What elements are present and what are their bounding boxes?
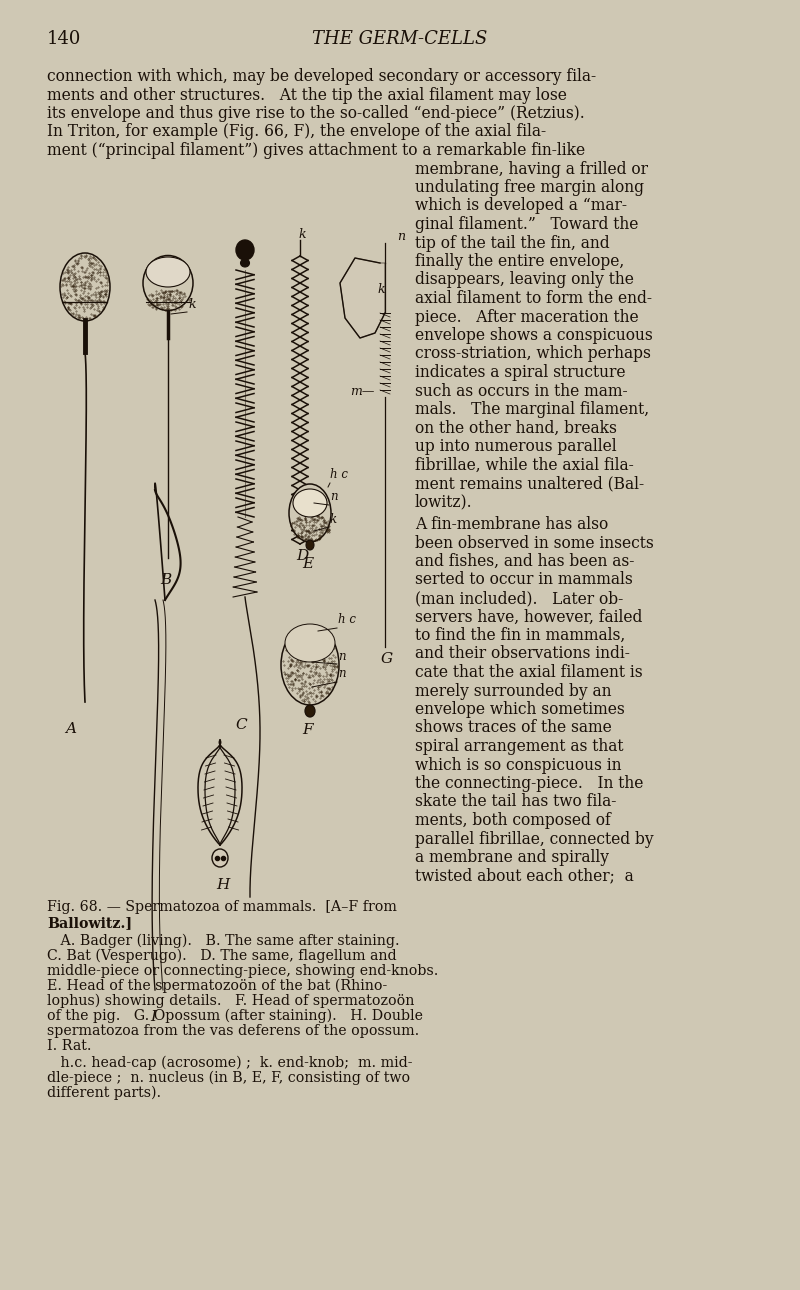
Text: ment (“principal filament”) gives attachment to a remarkable fin-like: ment (“principal filament”) gives attach… — [47, 142, 585, 159]
Text: a membrane and spirally: a membrane and spirally — [415, 849, 609, 866]
Text: I. Rat.: I. Rat. — [47, 1038, 91, 1053]
Ellipse shape — [241, 259, 250, 267]
Text: spermatozoa from the vas deferens of the opossum.: spermatozoa from the vas deferens of the… — [47, 1024, 419, 1038]
Text: h c: h c — [338, 613, 356, 626]
Text: up into numerous parallel: up into numerous parallel — [415, 439, 617, 455]
Text: k: k — [188, 298, 196, 311]
Text: spiral arrangement as that: spiral arrangement as that — [415, 738, 623, 755]
Text: and fishes, and has been as-: and fishes, and has been as- — [415, 553, 634, 570]
Text: lophus) showing details.   F. Head of spermatozoön: lophus) showing details. F. Head of sper… — [47, 995, 414, 1009]
Text: servers have, however, failed: servers have, however, failed — [415, 609, 642, 626]
Ellipse shape — [293, 489, 327, 517]
Text: on the other hand, breaks: on the other hand, breaks — [415, 419, 617, 436]
Text: cross-striation, which perhaps: cross-striation, which perhaps — [415, 346, 651, 362]
Text: tip of the tail the fin, and: tip of the tail the fin, and — [415, 235, 610, 252]
Text: ments and other structures.   At the tip the axial filament may lose: ments and other structures. At the tip t… — [47, 86, 567, 103]
Text: its envelope and thus give rise to the so-called “end-piece” (Retzius).: its envelope and thus give rise to the s… — [47, 104, 585, 123]
Text: which is so conspicuous in: which is so conspicuous in — [415, 756, 622, 774]
Ellipse shape — [143, 255, 193, 311]
Text: n: n — [397, 230, 405, 243]
Text: such as occurs in the mam-: such as occurs in the mam- — [415, 383, 628, 400]
Text: B: B — [160, 573, 171, 587]
Text: which is developed a “mar-: which is developed a “mar- — [415, 197, 627, 214]
Ellipse shape — [305, 706, 315, 717]
Text: ment remains unaltered (Bal-: ment remains unaltered (Bal- — [415, 475, 644, 491]
Text: n: n — [338, 667, 346, 680]
Text: G: G — [381, 651, 393, 666]
Text: dle-piece ;  n. nucleus (in B, E, F, consisting of two: dle-piece ; n. nucleus (in B, E, F, cons… — [47, 1071, 410, 1085]
Text: A fin-membrane has also: A fin-membrane has also — [415, 516, 608, 533]
Text: twisted about each other;  a: twisted about each other; a — [415, 867, 634, 885]
Text: I: I — [150, 1010, 156, 1024]
Text: been observed in some insects: been observed in some insects — [415, 534, 654, 552]
Text: to find the fin in mammals,: to find the fin in mammals, — [415, 627, 626, 644]
Text: 140: 140 — [47, 30, 82, 48]
Text: mals.   The marginal filament,: mals. The marginal filament, — [415, 401, 649, 418]
Text: n: n — [338, 650, 346, 663]
Text: envelope which sometimes: envelope which sometimes — [415, 700, 625, 719]
Text: D: D — [296, 550, 308, 562]
Text: axial filament to form the end-: axial filament to form the end- — [415, 290, 652, 307]
Text: C. Bat (Vesperugo).   D. The same, flagellum and: C. Bat (Vesperugo). D. The same, flagell… — [47, 949, 397, 964]
Text: skate the tail has two fila-: skate the tail has two fila- — [415, 793, 616, 810]
Text: and their observations indi-: and their observations indi- — [415, 645, 630, 663]
Text: membrane, having a frilled or: membrane, having a frilled or — [415, 160, 648, 178]
Text: F: F — [302, 722, 313, 737]
Text: lowitz).: lowitz). — [415, 494, 473, 511]
Text: ments, both composed of: ments, both composed of — [415, 811, 610, 829]
Text: disappears, leaving only the: disappears, leaving only the — [415, 271, 634, 289]
Text: ginal filament.”   Toward the: ginal filament.” Toward the — [415, 215, 638, 233]
Text: A. Badger (living).   B. The same after staining.: A. Badger (living). B. The same after st… — [47, 934, 400, 948]
Ellipse shape — [281, 624, 339, 706]
Text: serted to occur in mammals: serted to occur in mammals — [415, 571, 633, 588]
Text: C: C — [235, 719, 246, 731]
Text: A: A — [65, 722, 76, 737]
Text: k: k — [330, 513, 337, 526]
Ellipse shape — [146, 257, 190, 286]
Text: n: n — [330, 490, 338, 503]
Text: connection with which, may be developed secondary or accessory fila-: connection with which, may be developed … — [47, 68, 596, 85]
Ellipse shape — [306, 541, 314, 550]
Text: cate that the axial filament is: cate that the axial filament is — [415, 664, 642, 681]
Text: middle-piece or connecting-piece, showing end-knobs.: middle-piece or connecting-piece, showin… — [47, 964, 438, 978]
Text: Fig. 68. — Spermatozoa of mammals.  [A–F from: Fig. 68. — Spermatozoa of mammals. [A–F … — [47, 900, 397, 915]
Text: parallel fibrillae, connected by: parallel fibrillae, connected by — [415, 831, 654, 848]
Text: m—: m— — [350, 384, 374, 399]
Text: envelope shows a conspicuous: envelope shows a conspicuous — [415, 326, 653, 344]
Text: H: H — [216, 878, 230, 891]
Text: shows traces of the same: shows traces of the same — [415, 720, 612, 737]
Text: different parts).: different parts). — [47, 1086, 161, 1100]
Text: k: k — [377, 283, 385, 295]
Ellipse shape — [60, 253, 110, 321]
Text: h.c. head-cap (acrosome) ;  k. end-knob;  m. mid-: h.c. head-cap (acrosome) ; k. end-knob; … — [47, 1057, 413, 1071]
Text: E. Head of the spermatozoön of the bat (Rhino-: E. Head of the spermatozoön of the bat (… — [47, 979, 387, 993]
Ellipse shape — [212, 849, 228, 867]
Text: fibrillae, while the axial fila-: fibrillae, while the axial fila- — [415, 457, 634, 473]
Text: piece.   After maceration the: piece. After maceration the — [415, 308, 638, 325]
Text: E: E — [302, 557, 313, 571]
Text: indicates a spiral structure: indicates a spiral structure — [415, 364, 626, 381]
Text: In Triton, for example (Fig. 66, F), the envelope of the axial fila-: In Triton, for example (Fig. 66, F), the… — [47, 124, 546, 141]
Text: finally the entire envelope,: finally the entire envelope, — [415, 253, 624, 270]
Text: the connecting-piece.   In the: the connecting-piece. In the — [415, 775, 643, 792]
Ellipse shape — [285, 624, 335, 662]
Text: (man included).   Later ob-: (man included). Later ob- — [415, 590, 623, 608]
Text: Ballowitz.]: Ballowitz.] — [47, 916, 132, 930]
Text: h c: h c — [330, 468, 348, 481]
Text: THE GERM-CELLS: THE GERM-CELLS — [312, 30, 488, 48]
Polygon shape — [340, 258, 385, 338]
Text: of the pig.   G. Opossum (after staining).   H. Double: of the pig. G. Opossum (after staining).… — [47, 1009, 423, 1023]
Text: merely surrounded by an: merely surrounded by an — [415, 682, 611, 699]
Text: k: k — [298, 228, 306, 241]
Ellipse shape — [236, 240, 254, 261]
Text: undulating free margin along: undulating free margin along — [415, 179, 644, 196]
Ellipse shape — [289, 484, 331, 542]
